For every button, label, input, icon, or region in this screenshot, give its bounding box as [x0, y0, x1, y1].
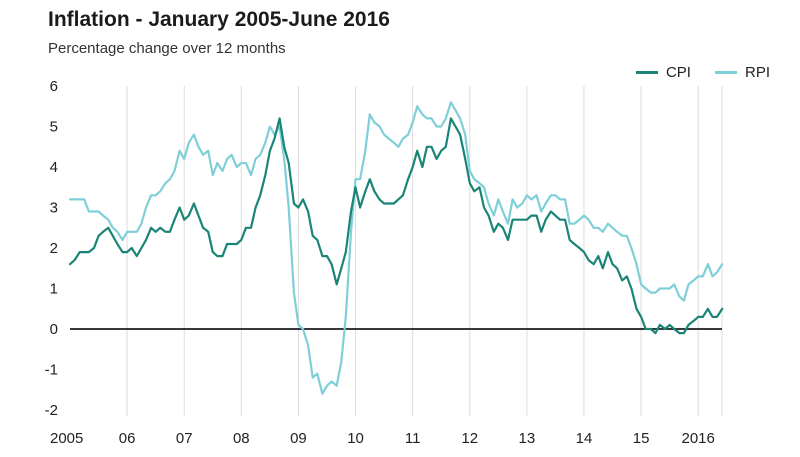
- legend-item-cpi: CPI: [635, 64, 691, 81]
- x-tick-labels: 2005 06 07 08 09 10 11 12 13 14 15 2016: [50, 430, 715, 447]
- x-tick-label: 14: [576, 430, 593, 447]
- y-tick-label: -1: [45, 362, 58, 379]
- y-tick-label: 2: [50, 240, 58, 257]
- series-line-rpi: [68, 101, 724, 395]
- x-tick-label: 2016: [682, 430, 715, 447]
- x-tick-label: 13: [519, 430, 536, 447]
- legend-swatch-rpi: [714, 71, 737, 74]
- y-tick-label: 0: [50, 321, 58, 338]
- series-line-cpi: [68, 117, 724, 335]
- y-tick-label: 6: [50, 78, 58, 95]
- x-tick-label: 2005: [50, 430, 83, 447]
- legend-swatch-cpi: [635, 71, 658, 74]
- x-tick-label: 09: [290, 430, 307, 447]
- grid-layer: [126, 86, 723, 416]
- x-tick-label: 11: [405, 430, 421, 447]
- x-tick-label: 10: [347, 430, 364, 447]
- y-tick-label: 5: [50, 119, 58, 136]
- chart-title: Inflation - January 2005-June 2016: [48, 8, 390, 31]
- y-tick-label: 1: [50, 281, 58, 298]
- y-tick-label: 3: [50, 200, 58, 217]
- y-tick-label: 4: [50, 159, 58, 176]
- x-tick-label: 07: [176, 430, 193, 447]
- series-layer: [68, 101, 724, 395]
- x-tick-label: 06: [119, 430, 136, 447]
- legend-label-cpi: CPI: [665, 64, 691, 81]
- y-tick-label: -2: [45, 402, 58, 419]
- legend-label-rpi: RPI: [744, 64, 770, 81]
- legend-item-rpi: RPI: [714, 64, 770, 81]
- chart-subtitle: Percentage change over 12 months: [48, 40, 286, 57]
- x-tick-label: 08: [233, 430, 250, 447]
- legend: CPI RPI: [635, 64, 770, 81]
- y-tick-labels: -2 -1 0 1 2 3 4 5 6: [45, 78, 58, 419]
- x-tick-label: 12: [461, 430, 478, 447]
- x-tick-label: 15: [633, 430, 650, 447]
